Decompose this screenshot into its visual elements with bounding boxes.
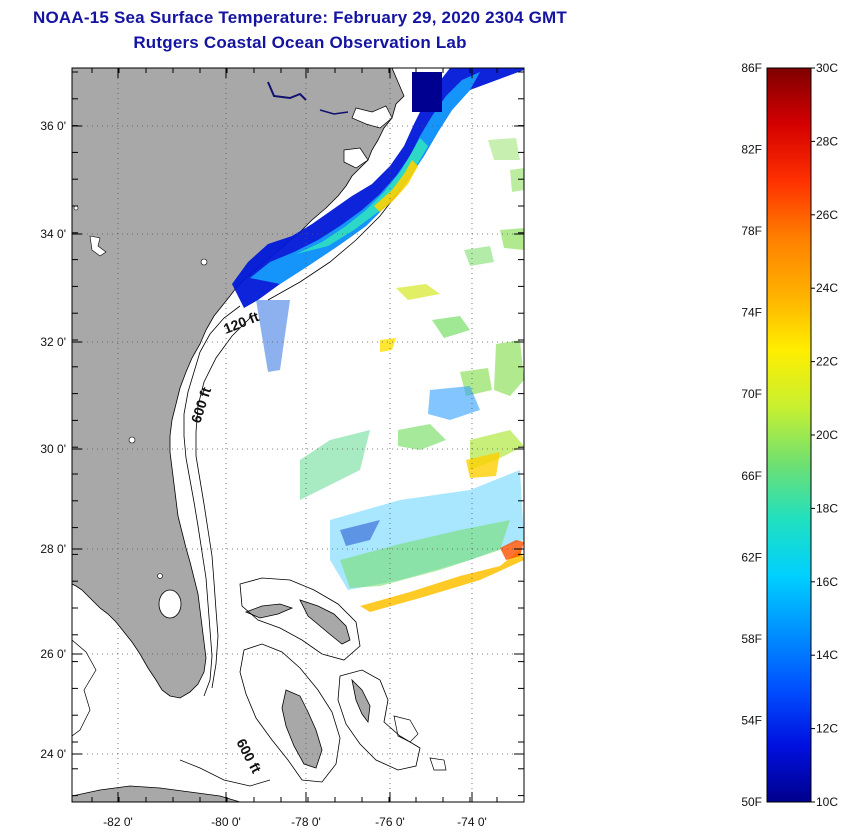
lake	[200, 258, 208, 266]
scale-label-f: 50F	[741, 795, 762, 809]
latitude-label: 24 0'	[40, 747, 66, 761]
longitude-label: -74 0'	[457, 815, 487, 829]
scale-label-f: 54F	[741, 713, 762, 727]
sst-offshore-patches	[256, 138, 524, 612]
map-plot: 120 ft 600 ft 600 ft	[72, 68, 524, 802]
scale-label-c: 14C	[816, 648, 838, 662]
scale-label-c: 12C	[816, 722, 838, 736]
contour	[393, 715, 419, 743]
us-mainland	[72, 68, 405, 699]
pamlico-sound	[351, 105, 393, 129]
longitude-label: -82 0'	[103, 815, 133, 829]
latitude-label: 36 0'	[40, 119, 66, 133]
scale-label-c: 28C	[816, 134, 838, 148]
lake	[128, 436, 136, 444]
scale-label-c: 20C	[816, 428, 838, 442]
latitude-label: 28 0'	[40, 542, 66, 556]
scale-label-f: 82F	[741, 143, 762, 157]
scale-label-c: 18C	[816, 501, 838, 515]
scale-label-c: 24C	[816, 281, 838, 295]
scale-label-c: 30C	[816, 61, 838, 75]
scale-label-c: 16C	[816, 575, 838, 589]
scale-label-f: 70F	[741, 387, 762, 401]
scale-label-f: 86F	[741, 61, 762, 75]
contour-120ft	[183, 305, 241, 697]
west-florida-contour	[72, 639, 97, 737]
grand-bahama	[244, 603, 294, 619]
river	[319, 109, 349, 115]
scale-label-f: 58F	[741, 632, 762, 646]
longitude-labels: -82 0' -80 0' -78 0' -76 0' -74 0'	[103, 815, 487, 829]
scale-label-c: 10C	[816, 795, 838, 809]
contour-600ft	[195, 315, 253, 689]
scale-label-f: 78F	[741, 224, 762, 238]
map-subtitle: Rutgers Coastal Ocean Observation Lab	[133, 33, 467, 52]
graticule	[72, 68, 524, 802]
latitude-label: 26 0'	[40, 647, 66, 661]
great-abaco	[299, 599, 351, 645]
color-scale-bar	[766, 67, 812, 803]
scale-label-c: 22C	[816, 355, 838, 369]
map-title: NOAA-15 Sea Surface Temperature: Februar…	[33, 8, 567, 27]
scale-label-c: 26C	[816, 208, 838, 222]
latitude-label: 32 0'	[40, 335, 66, 349]
andros-contour	[239, 643, 341, 783]
bahamas-contour	[239, 577, 361, 661]
sst-cold-north	[412, 72, 442, 112]
map-frame	[71, 67, 525, 803]
scale-fahrenheit-labels: 86F 82F 78F 74F 70F 66F 62F 58F 54F 50F	[741, 61, 762, 809]
sst-shelf-front	[250, 72, 480, 284]
sst-front-green	[296, 138, 428, 254]
contour	[429, 757, 447, 771]
cuba	[72, 785, 241, 802]
lake	[157, 573, 163, 579]
longitude-label: -76 0'	[375, 815, 405, 829]
longitude-label: -78 0'	[291, 815, 321, 829]
scale-label-f: 74F	[741, 306, 762, 320]
contour	[179, 759, 271, 787]
andros	[281, 689, 323, 769]
axis-ticks	[72, 68, 524, 802]
lake	[89, 235, 107, 257]
river	[267, 81, 307, 101]
eleuthera-contour	[337, 669, 421, 771]
lake	[73, 205, 79, 211]
longitude-label: -80 0'	[211, 815, 241, 829]
lake-okeechobee	[158, 589, 182, 619]
sst-front-warm	[374, 160, 418, 212]
scale-label-f: 62F	[741, 550, 762, 564]
eleuthera	[351, 678, 371, 724]
scale-label-f: 66F	[741, 469, 762, 483]
latitude-label: 30 0'	[40, 442, 66, 456]
sound	[343, 147, 369, 169]
scale-celsius-labels: 30C 28C 26C 24C 22C 20C 18C 16C 14C 12C 10C	[811, 61, 838, 809]
latitude-labels: 36 0' 34 0' 32 0' 30 0' 28 0' 26 0' 24 0'	[40, 119, 66, 761]
latitude-label: 34 0'	[40, 227, 66, 241]
